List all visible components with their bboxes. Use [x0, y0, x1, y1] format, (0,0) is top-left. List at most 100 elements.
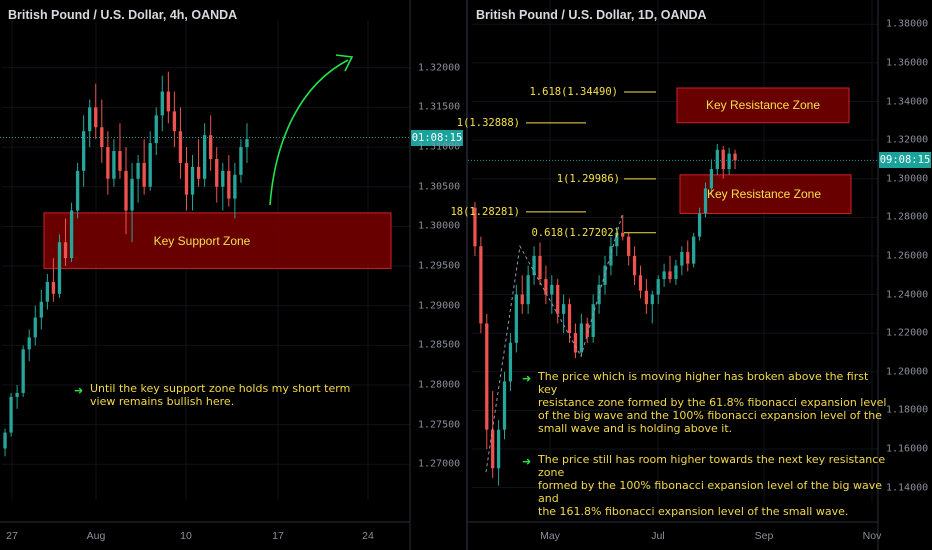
support-zone: [43, 212, 392, 269]
y-tick-label: 1.30500: [418, 181, 461, 193]
candle-body: [491, 429, 495, 469]
candle-body: [69, 210, 74, 259]
right-note-line: of the big wave and the 100% fibonacci e…: [538, 409, 882, 422]
candle-body: [561, 304, 566, 314]
candle-body: [63, 242, 68, 259]
candle-body: [573, 333, 578, 353]
candle-body: [39, 301, 43, 318]
resistance-zone-lower: [679, 174, 852, 214]
y-tick-label: 1.22000: [886, 327, 929, 339]
candle-body: [674, 265, 678, 280]
fib-level-label: 0.618(1.27202): [531, 226, 620, 239]
candle-body: [621, 232, 625, 237]
candle-body: [94, 107, 98, 128]
y-tick-label: 1.28000: [886, 211, 929, 223]
x-tick-label: Jul: [651, 530, 665, 542]
fib-level-label: 18(1.28281): [450, 205, 520, 218]
candle-body: [715, 149, 719, 170]
candle-body: [579, 323, 583, 353]
left-note: ➜ Until the key support zone holds my sh…: [74, 382, 390, 408]
candle-body: [154, 115, 158, 144]
support-zone-label: Key Support Zone: [153, 233, 251, 248]
candle-body: [45, 281, 50, 302]
y-tick-label: 1.28000: [418, 379, 461, 391]
right-chart-panel[interactable]: British Pound / U.S. Dollar, 1D, OANDA K…: [450, 0, 932, 550]
candle-body: [112, 151, 116, 179]
candle-body: [100, 127, 104, 148]
candle-body: [538, 255, 542, 280]
right-note-line: small wave and is holding above it.: [538, 422, 733, 435]
candle-body: [57, 242, 62, 294]
candle-body: [245, 139, 249, 148]
candle-body: [703, 188, 708, 214]
green-arrow-icon: ➜: [74, 384, 84, 397]
x-tick-label: 24: [362, 530, 374, 542]
right-note-line: The price still has room higher towards …: [538, 453, 886, 479]
candle-body: [638, 275, 643, 291]
left-chart-canvas[interactable]: [0, 0, 466, 550]
right-note-2: ➜ The price still has room higher toward…: [522, 453, 898, 518]
fib-level-label: 1.618(1.34490): [529, 86, 618, 99]
right-note-1: ➜ The price which is moving higher has b…: [522, 370, 888, 435]
candle-body: [597, 284, 601, 305]
candle-body: [550, 284, 554, 295]
resistance-zone-upper: [676, 87, 850, 124]
right-note-line: resistance zone formed by the 61.8% fibo…: [538, 396, 887, 409]
candle-body: [697, 213, 702, 237]
candle-body: [178, 131, 183, 163]
left-note-line: Until the key support zone holds my shor…: [90, 382, 351, 395]
panel-divider[interactable]: [466, 0, 468, 550]
right-note-line: formed by the 100% fibonacci expansion l…: [538, 479, 882, 505]
candle-body: [556, 284, 560, 314]
candle-body: [709, 169, 714, 189]
y-tick-label: 1.32000: [418, 62, 461, 74]
y-tick-label: 1.26000: [886, 250, 929, 262]
candle-body: [585, 323, 589, 337]
candle-body: [209, 135, 213, 159]
candle-body: [479, 246, 483, 324]
candle-body: [609, 246, 613, 266]
y-tick-label: 1.20000: [886, 366, 929, 378]
candle-body: [680, 252, 684, 266]
x-tick-label: Aug: [86, 530, 106, 542]
candle-body: [656, 279, 660, 295]
candle-body: [650, 294, 654, 305]
left-chart-panel[interactable]: British Pound / U.S. Dollar, 4h, OANDA K…: [0, 0, 466, 550]
candle-body: [166, 91, 171, 112]
x-tick-label: 27: [6, 530, 18, 542]
y-tick-label: 1.29000: [418, 300, 461, 312]
green-arrow-icon: ➜: [522, 455, 532, 468]
candle-body: [686, 252, 690, 264]
y-tick-label: 1.31000: [418, 141, 461, 153]
right-chart-title: British Pound / U.S. Dollar, 1D, OANDA: [476, 8, 707, 22]
right-price-tag: 09:08:15: [879, 152, 931, 169]
candle-body: [33, 317, 37, 338]
candle-body: [473, 207, 477, 247]
y-tick-label: 1.29500: [418, 260, 461, 272]
candle-body: [496, 429, 501, 469]
right-chart-canvas[interactable]: [468, 0, 932, 550]
candle-body: [88, 107, 92, 132]
candle-body: [202, 135, 207, 179]
y-tick-label: 1.36000: [886, 57, 929, 69]
candle-body: [130, 178, 134, 211]
candle-body: [118, 151, 122, 171]
x-tick-label: May: [540, 530, 560, 542]
candle-body: [520, 294, 524, 305]
y-tick-label: 1.34000: [886, 96, 929, 107]
candle-body: [662, 271, 666, 280]
candle-body: [9, 396, 13, 433]
candle-body: [721, 149, 725, 170]
y-tick-label: 1.32000: [886, 134, 929, 146]
candle-body: [567, 304, 572, 334]
candle-body: [106, 147, 110, 179]
candle-body: [233, 174, 237, 199]
candle-body: [692, 236, 696, 264]
y-tick-label: 1.27500: [418, 419, 461, 431]
candle-body: [727, 153, 731, 170]
green-arrow-icon: ➜: [522, 372, 532, 385]
left-price-tag: 01:08:15: [411, 129, 463, 146]
candle-body: [508, 342, 513, 382]
candle-body: [644, 290, 649, 305]
candle-body: [3, 432, 7, 449]
